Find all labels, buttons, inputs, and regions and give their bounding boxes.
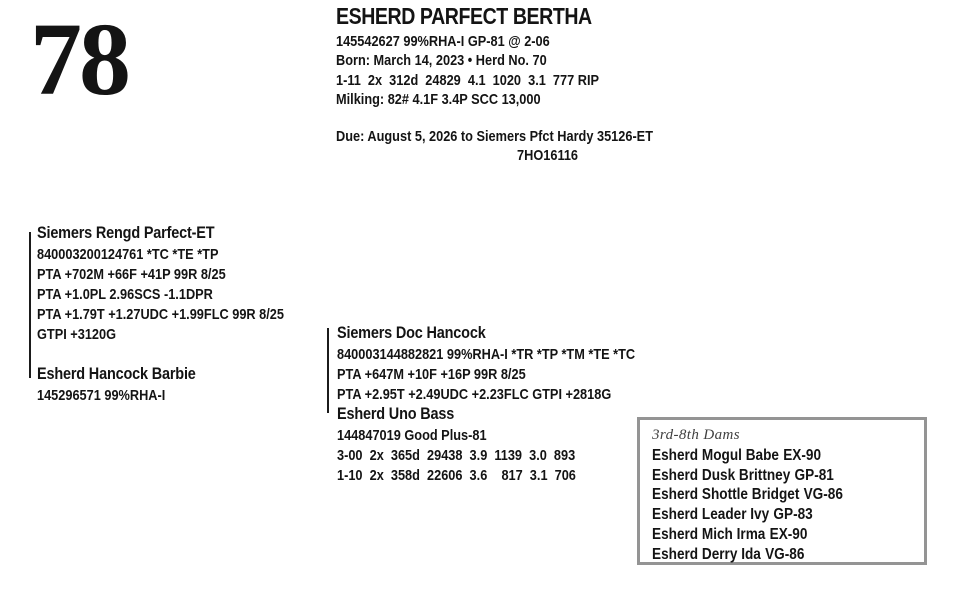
later-dams-title: 3rd-8th Dams [652, 427, 740, 443]
animal-header: ESHERD PARFECT BERTHA 145542627 99%RHA-I… [336, 2, 693, 110]
animal-header-lines: 145542627 99%RHA-I GP-81 @ 2-06 Born: Mar… [336, 32, 693, 110]
sire-line: PTA +1.79T +1.27UDC +1.99FLC 99R 8/25 [37, 306, 284, 323]
later-dam-row: Esherd Mogul Babe EX-90 [652, 446, 883, 466]
later-dam-row: Esherd Mich Irma EX-90 [652, 525, 883, 545]
dam-name: Esherd Hancock Barbie [37, 364, 196, 383]
dam-line: 145296571 99%RHA-I [37, 387, 166, 404]
animal-header-line: 145542627 99%RHA-I GP-81 @ 2-06 [336, 33, 550, 50]
later-dam-row: Esherd Shottle Bridget VG-86 [652, 485, 883, 505]
later-dam-score: EX-90 [769, 525, 808, 543]
pedigree-bracket-sire [29, 232, 31, 378]
sire-line: GTPI +3120G [37, 326, 117, 343]
later-dam-name: Esherd Shottle Bridget [652, 486, 800, 504]
later-dam-name: Esherd Leader Ivy [652, 506, 770, 524]
later-dam-name: Esherd Mich Irma [652, 525, 766, 543]
second-dam-name: Esherd Uno Bass [337, 404, 455, 423]
dam-sire-lines: 840003144882821 99%RHA-I *TR *TP *TM *TE… [337, 345, 643, 405]
sire-line: 840003200124761 *TC *TE *TP [37, 246, 219, 263]
dam-sire-block: Siemers Doc Hancock 840003144882821 99%R… [337, 321, 643, 405]
dam-sire-line: PTA +647M +10F +16P 99R 8/25 [337, 366, 526, 383]
later-dam-row: Esherd Derry Ida VG-86 [652, 545, 883, 565]
dam-sire-line: PTA +2.95T +2.49UDC +2.23FLC GTPI +2818G [337, 386, 612, 403]
sire-lines: 840003200124761 *TC *TE *TP PTA +702M +66… [37, 245, 326, 345]
later-dam-score: VG-86 [765, 545, 805, 563]
sire-line: PTA +1.0PL 2.96SCS -1.1DPR [37, 286, 213, 303]
second-dam-line: 144847019 Good Plus-81 [337, 427, 487, 444]
later-dam-score: EX-90 [783, 447, 822, 464]
lot-number: 78 [30, 2, 131, 117]
second-dam-line: 1-10 2x 358d 22606 3.6 817 3.1 706 [337, 467, 576, 484]
sire-name: Siemers Rengd Parfect-ET [37, 223, 215, 242]
dam-block: Esherd Hancock Barbie 145296571 99%RHA-I [37, 362, 326, 406]
later-dam-score: GP-83 [773, 506, 813, 524]
service-sire-code: 7HO16116 [517, 147, 579, 164]
later-dam-name: Esherd Mogul Babe [652, 447, 779, 464]
later-dam-name: Esherd Derry Ida [652, 545, 761, 563]
sire-line: PTA +702M +66F +41P 99R 8/25 [37, 266, 226, 283]
due-line: Due: August 5, 2026 to Siemers Pfct Hard… [336, 128, 653, 145]
later-dam-row: Esherd Leader Ivy GP-83 [652, 505, 883, 525]
dam-lines: 145296571 99%RHA-I [37, 386, 326, 406]
later-dams-box: 3rd-8th Dams Esherd Mogul Babe EX-90 Eshe… [637, 417, 927, 565]
later-dams-list: Esherd Mogul Babe EX-90 Esherd Dusk Britt… [652, 446, 883, 564]
dam-sire-line: 840003144882821 99%RHA-I *TR *TP *TM *TE… [337, 346, 636, 363]
later-dam-row: Esherd Dusk Brittney GP-81 [652, 466, 883, 486]
sire-block: Siemers Rengd Parfect-ET 840003200124761… [37, 221, 326, 345]
animal-header-line: 1-11 2x 312d 24829 4.1 1020 3.1 777 RIP [336, 71, 599, 89]
animal-header-line: Milking: 82# 4.1F 3.4P SCC 13,000 [336, 91, 541, 109]
due-block: Due: August 5, 2026 to Siemers Pfct Hard… [336, 127, 693, 166]
later-dam-name: Esherd Dusk Brittney [652, 466, 791, 484]
animal-name: ESHERD PARFECT BERTHA [336, 3, 592, 29]
second-dam-lines: 144847019 Good Plus-81 3-00 2x 365d 29438… [337, 426, 643, 486]
animal-header-line: Born: March 14, 2023 • Herd No. 70 [336, 52, 547, 70]
second-dam-line: 3-00 2x 365d 29438 3.9 1139 3.0 893 [337, 447, 576, 464]
pedigree-bracket-dam-sire [327, 328, 329, 413]
later-dam-score: VG-86 [803, 486, 843, 504]
dam-sire-name: Siemers Doc Hancock [337, 323, 486, 342]
second-dam-block: Esherd Uno Bass 144847019 Good Plus-81 3-… [337, 402, 643, 486]
later-dam-score: GP-81 [794, 466, 834, 484]
